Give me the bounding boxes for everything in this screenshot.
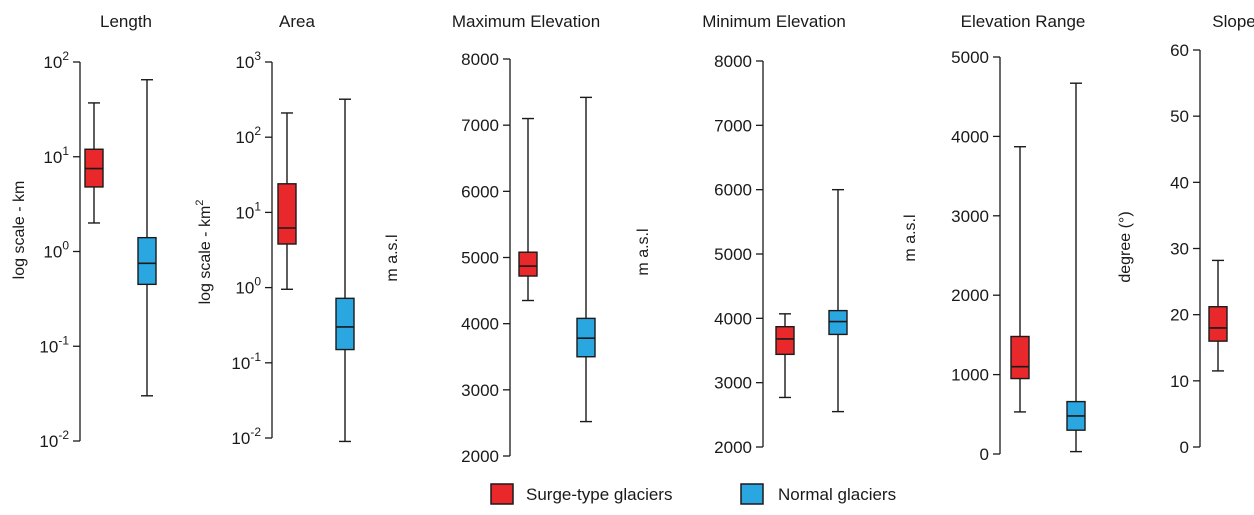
y-tick-label: 100: [43, 239, 69, 262]
y-tick-label: 30: [1170, 240, 1189, 259]
y-axis-label: log scale - km2: [194, 200, 214, 305]
normal-box: [137, 236, 157, 286]
y-tick-label: 3000: [951, 207, 989, 226]
y-tick-label: 2000: [714, 438, 752, 457]
y-tick-label: 10-1: [231, 350, 261, 373]
surge-box: [775, 325, 795, 356]
surge-box: [1208, 306, 1228, 342]
panel-title: Area: [279, 12, 315, 31]
y-tick-label: 101: [235, 199, 261, 222]
y-axis-label: m a.s.l: [635, 228, 652, 275]
y-tick-label: 10-2: [231, 425, 261, 448]
y-tick-label: 6000: [461, 182, 499, 201]
y-tick-label: 4000: [461, 315, 499, 334]
y-tick-label: 7000: [461, 116, 499, 135]
normal-box: [828, 309, 848, 336]
y-axis-label: m a.s.l: [902, 214, 919, 261]
panel-title: Minimum Elevation: [702, 12, 846, 31]
y-tick-label: 6000: [714, 181, 752, 200]
y-tick-label: 50: [1170, 107, 1189, 126]
y-tick-label: 102: [235, 124, 261, 147]
legend-label-normal: Normal glaciers: [778, 485, 896, 504]
y-tick-label: 103: [235, 49, 261, 72]
y-tick-label: 10: [1170, 372, 1189, 391]
y-tick-label: 2000: [951, 286, 989, 305]
y-tick-label: 4000: [714, 309, 752, 328]
y-tick-label: 10-2: [39, 428, 69, 451]
y-tick-label: 5000: [714, 245, 752, 264]
surge-box: [277, 183, 297, 245]
y-tick-label: 0: [980, 445, 989, 464]
surge-box: [1010, 335, 1030, 380]
y-tick-label: 102: [43, 49, 69, 72]
y-tick-label: 3000: [714, 374, 752, 393]
y-axis-label: m a.s.l: [384, 234, 401, 281]
y-tick-label: 101: [43, 144, 69, 167]
y-tick-label: 2000: [461, 447, 499, 466]
panel-title: Maximum Elevation: [452, 12, 600, 31]
y-tick-label: 60: [1170, 41, 1189, 60]
y-axis-label: log scale - km: [11, 181, 28, 280]
y-tick-label: 8000: [461, 50, 499, 69]
y-tick-label: 1000: [951, 366, 989, 385]
y-tick-label: 7000: [714, 116, 752, 135]
y-tick-label: 8000: [714, 52, 752, 71]
panel-title: Elevation Range: [961, 12, 1086, 31]
y-tick-label: 5000: [461, 249, 499, 268]
y-tick-label: 0: [1180, 438, 1189, 457]
y-tick-label: 100: [235, 275, 261, 298]
legend-swatch-surge: [490, 483, 514, 505]
y-tick-label: 10-1: [39, 333, 69, 356]
normal-box: [335, 297, 355, 351]
y-tick-label: 40: [1170, 173, 1189, 192]
y-axis-label: degree (°): [1117, 211, 1134, 282]
y-tick-label: 3000: [461, 381, 499, 400]
y-tick-label: 5000: [951, 48, 989, 67]
y-tick-label: 20: [1170, 306, 1189, 325]
legend-label-surge: Surge-type glaciers: [526, 485, 672, 504]
legend-swatch-normal: [740, 483, 764, 505]
y-tick-label: 4000: [951, 127, 989, 146]
panel-title: Length: [100, 12, 152, 31]
surge-box: [518, 251, 538, 277]
panel-title: Slope: [1212, 12, 1254, 31]
